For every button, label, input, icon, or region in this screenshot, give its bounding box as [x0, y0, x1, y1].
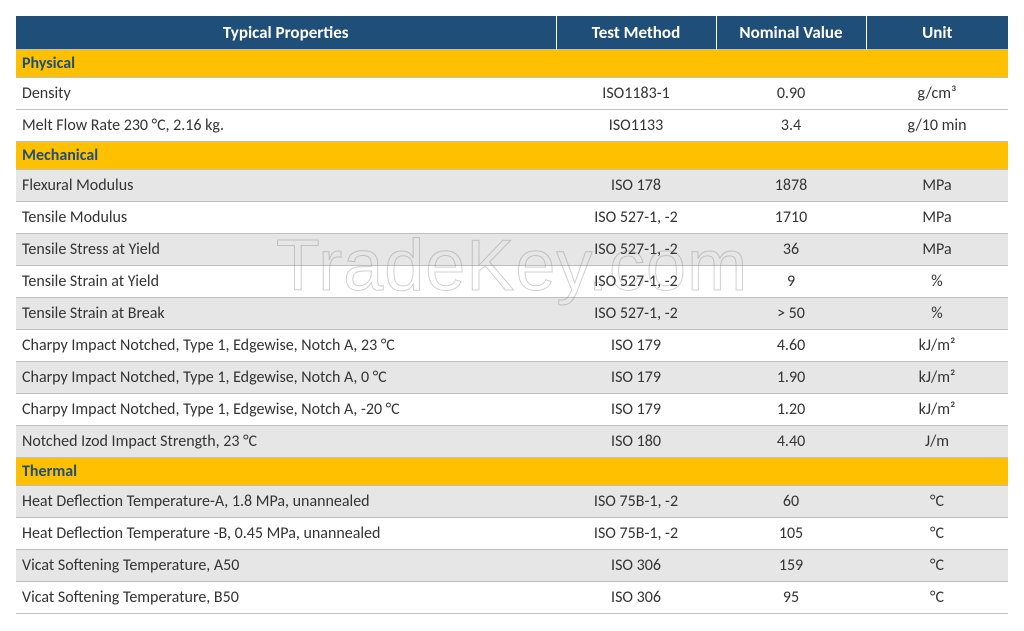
- value-cell: 9: [716, 266, 866, 298]
- col-header-method: Test Method: [556, 16, 716, 50]
- value-cell: 1.90: [716, 362, 866, 394]
- value-cell: 3.4: [716, 110, 866, 142]
- property-cell: Charpy Impact Notched, Type 1, Edgewise,…: [16, 362, 556, 394]
- unit-cell: %: [866, 298, 1008, 330]
- method-cell: ISO1133: [556, 110, 716, 142]
- col-header-unit: Unit: [866, 16, 1008, 50]
- property-cell: Heat Deflection Temperature-A, 1.8 MPa, …: [16, 486, 556, 518]
- unit-cell: °C: [866, 582, 1008, 614]
- unit-cell: g/cm³: [866, 78, 1008, 110]
- property-cell: Melt Flow Rate 230 °C, 2.16 kg.: [16, 110, 556, 142]
- property-cell: Vicat Softening Temperature, A50: [16, 550, 556, 582]
- method-cell: ISO 179: [556, 362, 716, 394]
- value-cell: 1710: [716, 202, 866, 234]
- value-cell: 1.20: [716, 394, 866, 426]
- method-cell: ISO 179: [556, 394, 716, 426]
- section-row: Physical: [16, 50, 1008, 78]
- value-cell: 105: [716, 518, 866, 550]
- property-cell: Tensile Modulus: [16, 202, 556, 234]
- method-cell: ISO 306: [556, 582, 716, 614]
- value-cell: 1878: [716, 170, 866, 202]
- method-cell: ISO 527-1, -2: [556, 234, 716, 266]
- table-row: Tensile Strain at BreakISO 527-1, -2> 50…: [16, 298, 1008, 330]
- table-row: Tensile Strain at YieldISO 527-1, -29%: [16, 266, 1008, 298]
- method-cell: ISO 527-1, -2: [556, 266, 716, 298]
- method-cell: ISO 75B-1, -2: [556, 518, 716, 550]
- properties-table: Typical Properties Test Method Nominal V…: [16, 16, 1008, 614]
- section-title: Mechanical: [16, 142, 1008, 170]
- method-cell: ISO 527-1, -2: [556, 298, 716, 330]
- value-cell: 0.90: [716, 78, 866, 110]
- method-cell: ISO 180: [556, 426, 716, 458]
- value-cell: 95: [716, 582, 866, 614]
- property-cell: Flexural Modulus: [16, 170, 556, 202]
- table-row: Vicat Softening Temperature, B50ISO 3069…: [16, 582, 1008, 614]
- section-title: Thermal: [16, 458, 1008, 486]
- col-header-value: Nominal Value: [716, 16, 866, 50]
- property-cell: Heat Deflection Temperature -B, 0.45 MPa…: [16, 518, 556, 550]
- method-cell: ISO1183-1: [556, 78, 716, 110]
- unit-cell: °C: [866, 486, 1008, 518]
- table-header-row: Typical Properties Test Method Nominal V…: [16, 16, 1008, 50]
- unit-cell: °C: [866, 518, 1008, 550]
- property-cell: Charpy Impact Notched, Type 1, Edgewise,…: [16, 330, 556, 362]
- method-cell: ISO 75B-1, -2: [556, 486, 716, 518]
- value-cell: > 50: [716, 298, 866, 330]
- table-row: Tensile ModulusISO 527-1, -21710MPa: [16, 202, 1008, 234]
- property-cell: Charpy Impact Notched, Type 1, Edgewise,…: [16, 394, 556, 426]
- value-cell: 159: [716, 550, 866, 582]
- unit-cell: MPa: [866, 170, 1008, 202]
- table-row: Charpy Impact Notched, Type 1, Edgewise,…: [16, 330, 1008, 362]
- table-row: Tensile Stress at YieldISO 527-1, -236MP…: [16, 234, 1008, 266]
- unit-cell: kJ/m²: [866, 330, 1008, 362]
- unit-cell: J/m: [866, 426, 1008, 458]
- section-title: Physical: [16, 50, 1008, 78]
- value-cell: 4.60: [716, 330, 866, 362]
- unit-cell: %: [866, 266, 1008, 298]
- property-cell: Tensile Strain at Yield: [16, 266, 556, 298]
- unit-cell: kJ/m²: [866, 394, 1008, 426]
- unit-cell: MPa: [866, 234, 1008, 266]
- table-row: Heat Deflection Temperature-A, 1.8 MPa, …: [16, 486, 1008, 518]
- table-row: Heat Deflection Temperature -B, 0.45 MPa…: [16, 518, 1008, 550]
- col-header-property: Typical Properties: [16, 16, 556, 50]
- value-cell: 60: [716, 486, 866, 518]
- value-cell: 4.40: [716, 426, 866, 458]
- property-cell: Tensile Strain at Break: [16, 298, 556, 330]
- unit-cell: g/10 min: [866, 110, 1008, 142]
- table-row: DensityISO1183-10.90g/cm³: [16, 78, 1008, 110]
- table-row: Melt Flow Rate 230 °C, 2.16 kg.ISO11333.…: [16, 110, 1008, 142]
- property-cell: Notched Izod Impact Strength, 23 °C: [16, 426, 556, 458]
- property-cell: Vicat Softening Temperature, B50: [16, 582, 556, 614]
- method-cell: ISO 179: [556, 330, 716, 362]
- method-cell: ISO 178: [556, 170, 716, 202]
- table-row: Charpy Impact Notched, Type 1, Edgewise,…: [16, 362, 1008, 394]
- unit-cell: kJ/m²: [866, 362, 1008, 394]
- unit-cell: °C: [866, 550, 1008, 582]
- method-cell: ISO 306: [556, 550, 716, 582]
- table-row: Charpy Impact Notched, Type 1, Edgewise,…: [16, 394, 1008, 426]
- property-cell: Tensile Stress at Yield: [16, 234, 556, 266]
- section-row: Thermal: [16, 458, 1008, 486]
- table-row: Vicat Softening Temperature, A50ISO 3061…: [16, 550, 1008, 582]
- unit-cell: MPa: [866, 202, 1008, 234]
- table-row: Flexural ModulusISO 1781878MPa: [16, 170, 1008, 202]
- table-body: PhysicalDensityISO1183-10.90g/cm³Melt Fl…: [16, 50, 1008, 614]
- value-cell: 36: [716, 234, 866, 266]
- section-row: Mechanical: [16, 142, 1008, 170]
- method-cell: ISO 527-1, -2: [556, 202, 716, 234]
- table-row: Notched Izod Impact Strength, 23 °CISO 1…: [16, 426, 1008, 458]
- property-cell: Density: [16, 78, 556, 110]
